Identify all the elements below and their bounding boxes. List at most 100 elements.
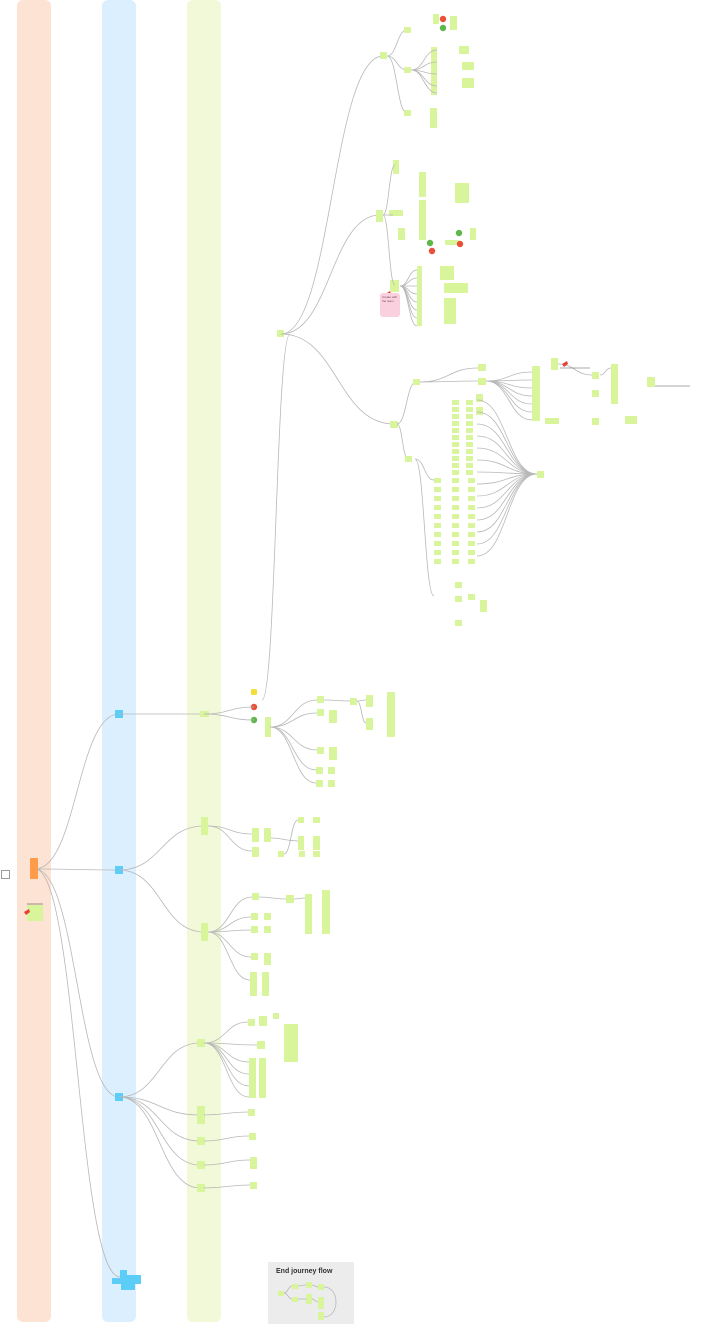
flow-node[interactable] <box>390 421 398 428</box>
flow-node[interactable] <box>452 449 459 454</box>
flow-node[interactable] <box>452 559 459 564</box>
flow-node[interactable] <box>292 1284 298 1289</box>
flow-node[interactable] <box>252 893 259 900</box>
flow-node[interactable] <box>462 62 474 70</box>
flow-node[interactable] <box>366 695 373 707</box>
flow-node[interactable] <box>417 266 422 326</box>
flow-node[interactable] <box>468 550 475 555</box>
flow-node[interactable] <box>251 926 258 933</box>
flow-node[interactable] <box>466 428 473 433</box>
flow-node[interactable] <box>459 46 469 54</box>
flow-node[interactable] <box>468 541 475 546</box>
flow-node[interactable] <box>455 183 469 203</box>
flow-node[interactable] <box>316 780 323 787</box>
flow-node[interactable] <box>318 1312 324 1320</box>
flow-node[interactable] <box>273 1013 279 1019</box>
flow-node[interactable] <box>313 836 320 850</box>
flow-node[interactable] <box>434 532 441 537</box>
flow-node[interactable] <box>452 400 459 405</box>
flow-node[interactable] <box>452 487 459 492</box>
flow-node[interactable] <box>470 228 476 240</box>
flow-node[interactable] <box>366 718 373 730</box>
flow-node[interactable] <box>434 523 441 528</box>
flow-node[interactable] <box>480 600 487 612</box>
flow-node[interactable] <box>466 414 473 419</box>
flow-node[interactable] <box>434 541 441 546</box>
flow-node[interactable] <box>466 407 473 412</box>
flow-node[interactable] <box>350 698 357 705</box>
flow-node[interactable] <box>440 266 454 280</box>
flow-node[interactable] <box>434 478 441 483</box>
flow-node[interactable] <box>468 594 475 600</box>
flow-node[interactable] <box>452 505 459 510</box>
flow-node[interactable] <box>452 428 459 433</box>
flow-node[interactable] <box>328 767 335 774</box>
flow-node[interactable] <box>444 283 468 293</box>
flow-node[interactable] <box>466 442 473 447</box>
flow-node[interactable] <box>317 709 324 716</box>
flow-node[interactable] <box>197 1039 205 1047</box>
flow-node[interactable] <box>252 847 259 857</box>
flow-node[interactable] <box>434 487 441 492</box>
flow-node[interactable] <box>468 559 475 564</box>
flow-node[interactable] <box>390 280 399 292</box>
flow-node[interactable] <box>452 550 459 555</box>
flow-node[interactable] <box>476 407 483 415</box>
flow-node[interactable] <box>264 953 271 965</box>
flow-node[interactable] <box>452 456 459 461</box>
flow-node[interactable] <box>387 692 395 737</box>
flow-node[interactable] <box>376 210 383 222</box>
flow-node[interactable] <box>455 596 462 602</box>
flow-node[interactable] <box>197 1161 205 1169</box>
flow-node[interactable] <box>452 421 459 426</box>
flow-node[interactable] <box>468 514 475 519</box>
flow-node[interactable] <box>478 364 486 371</box>
flow-node[interactable] <box>252 828 259 842</box>
flow-node[interactable] <box>468 532 475 537</box>
flow-node[interactable] <box>249 1133 256 1140</box>
flow-node[interactable] <box>257 1041 265 1049</box>
flow-node[interactable] <box>251 953 258 960</box>
flow-node[interactable] <box>329 747 337 760</box>
flow-node[interactable] <box>264 828 271 842</box>
flow-node[interactable] <box>433 14 439 24</box>
flow-node[interactable] <box>317 696 324 703</box>
flow-node[interactable] <box>468 523 475 528</box>
flow-node[interactable] <box>419 200 426 240</box>
flow-node[interactable] <box>434 514 441 519</box>
flow-node[interactable] <box>313 851 320 857</box>
flow-node[interactable] <box>452 478 459 483</box>
flow-node[interactable] <box>298 817 304 823</box>
flow-node[interactable] <box>278 851 284 857</box>
flow-node[interactable] <box>468 496 475 501</box>
flow-node[interactable] <box>478 378 486 385</box>
flow-node[interactable] <box>305 894 312 934</box>
flow-node[interactable] <box>413 379 420 385</box>
flow-node[interactable] <box>306 1294 312 1304</box>
flow-node[interactable] <box>250 1157 257 1169</box>
flow-node[interactable] <box>452 463 459 468</box>
flow-node[interactable] <box>434 496 441 501</box>
flow-node[interactable] <box>201 817 208 835</box>
flow-node[interactable] <box>450 16 457 30</box>
flow-node[interactable] <box>452 407 459 412</box>
flow-node[interactable] <box>434 505 441 510</box>
flow-node[interactable] <box>537 471 544 478</box>
flow-node[interactable] <box>398 228 405 240</box>
flow-node[interactable] <box>317 747 324 754</box>
flow-node[interactable] <box>249 1058 256 1098</box>
flow-node[interactable] <box>30 858 38 879</box>
flow-node[interactable] <box>250 972 257 996</box>
flow-node[interactable] <box>248 1109 255 1116</box>
flow-node[interactable] <box>277 330 284 337</box>
flow-node[interactable] <box>264 926 271 933</box>
flow-node[interactable] <box>532 366 540 421</box>
flow-node[interactable] <box>444 298 456 324</box>
flow-node[interactable] <box>318 1297 324 1309</box>
flow-node[interactable] <box>316 767 323 774</box>
flow-node[interactable] <box>404 27 411 33</box>
flow-node[interactable] <box>466 449 473 454</box>
flow-node[interactable] <box>592 372 599 379</box>
flow-node[interactable] <box>468 505 475 510</box>
